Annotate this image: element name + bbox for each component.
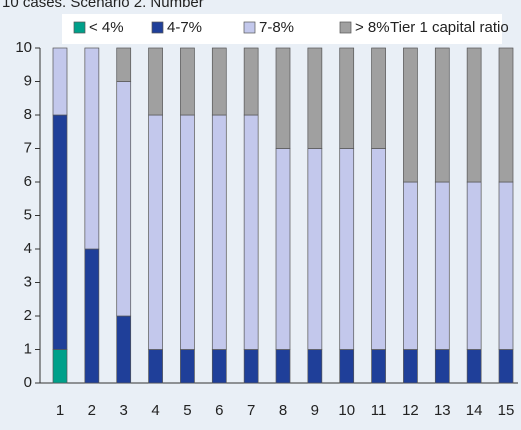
bar-segment bbox=[498, 181, 514, 350]
legend-label: < 4% bbox=[89, 19, 124, 36]
bar-segment bbox=[434, 349, 450, 384]
y-tick-label: 3 bbox=[24, 273, 32, 290]
bar-segment bbox=[275, 148, 291, 350]
bar-segment bbox=[180, 47, 195, 116]
bar-segment bbox=[84, 47, 100, 250]
bar-segment bbox=[275, 47, 291, 149]
bar-segment bbox=[371, 349, 386, 384]
x-tick-label: 5 bbox=[183, 402, 191, 419]
legend-box bbox=[62, 14, 502, 44]
x-tick-label: 4 bbox=[151, 402, 159, 419]
bar-segment bbox=[148, 47, 163, 116]
bar-segment bbox=[466, 349, 482, 384]
bar-segment bbox=[84, 248, 100, 384]
bar-segment bbox=[371, 148, 386, 350]
bar-segment bbox=[434, 181, 450, 350]
y-tick-label: 5 bbox=[24, 206, 32, 223]
bar-segment bbox=[180, 349, 195, 384]
x-tick-label: 3 bbox=[120, 402, 128, 419]
bar-segment bbox=[307, 47, 323, 149]
x-tick-label: 8 bbox=[279, 402, 287, 419]
bar-segment bbox=[52, 47, 68, 116]
y-tick-label: 7 bbox=[24, 139, 32, 156]
legend-swatch bbox=[73, 21, 86, 34]
bar-segment bbox=[307, 349, 323, 384]
legend-label: > 8% bbox=[355, 19, 390, 36]
x-tick-label: 10 bbox=[338, 402, 355, 419]
bar-segment bbox=[371, 47, 386, 149]
bar-segment bbox=[275, 349, 291, 384]
bar-segment bbox=[434, 47, 450, 183]
x-tick-label: 15 bbox=[498, 402, 515, 419]
bar-segment bbox=[243, 114, 259, 350]
bar-segment bbox=[180, 114, 195, 350]
x-tick-label: 7 bbox=[247, 402, 255, 419]
bar-segment bbox=[466, 47, 482, 183]
bar-segment bbox=[243, 47, 259, 116]
x-tick-label: 13 bbox=[434, 402, 451, 419]
bar-segment bbox=[498, 349, 514, 384]
y-tick-label: 8 bbox=[24, 106, 32, 123]
bar-segment bbox=[148, 114, 163, 350]
bar-segment bbox=[498, 47, 514, 183]
bar-segment bbox=[211, 47, 227, 116]
legend-title: Tier 1 capital ratio bbox=[390, 19, 509, 36]
y-tick-label: 2 bbox=[24, 307, 32, 324]
bar-segment bbox=[116, 47, 132, 82]
bar-segment bbox=[339, 148, 355, 350]
bar-segment bbox=[403, 181, 418, 350]
bar-segment bbox=[339, 349, 355, 384]
bar-segment bbox=[148, 349, 163, 384]
x-tick-label: 2 bbox=[88, 402, 96, 419]
x-tick-label: 12 bbox=[402, 402, 419, 419]
x-tick-label: 6 bbox=[215, 402, 223, 419]
legend-swatch bbox=[151, 21, 164, 34]
x-tick-label: 14 bbox=[466, 402, 483, 419]
bar-segment bbox=[52, 349, 68, 384]
bar-segment bbox=[243, 349, 259, 384]
bar-segment bbox=[211, 114, 227, 350]
bar-segment bbox=[466, 181, 482, 350]
y-tick-label: 10 bbox=[15, 39, 32, 56]
y-tick-label: 9 bbox=[24, 72, 32, 89]
bar-segment bbox=[116, 315, 132, 384]
bar-segment bbox=[116, 81, 132, 317]
x-tick-label: 1 bbox=[56, 402, 64, 419]
bar-segment bbox=[403, 349, 418, 384]
y-tick-label: 0 bbox=[24, 374, 32, 391]
bar-segment bbox=[339, 47, 355, 149]
y-tick-label: 6 bbox=[24, 173, 32, 190]
y-tick-label: 1 bbox=[24, 340, 32, 357]
bar-segment bbox=[307, 148, 323, 350]
bar-segment bbox=[52, 114, 68, 350]
x-tick-label: 11 bbox=[371, 402, 387, 419]
chart-title: 10 cases. Scenario 2. Number bbox=[2, 0, 204, 11]
legend-label: 4-7% bbox=[167, 19, 202, 36]
x-tick-label: 9 bbox=[311, 402, 319, 419]
bar-segment bbox=[211, 349, 227, 384]
bar-segment bbox=[403, 47, 418, 183]
legend-label: 7-8% bbox=[259, 19, 294, 36]
y-tick-label: 4 bbox=[24, 240, 32, 257]
legend-swatch bbox=[339, 21, 352, 34]
legend-swatch bbox=[243, 21, 256, 34]
